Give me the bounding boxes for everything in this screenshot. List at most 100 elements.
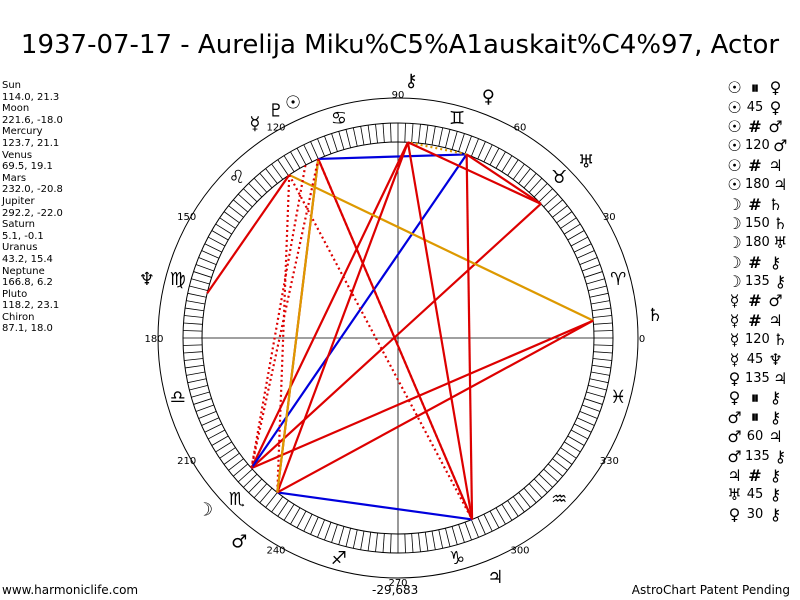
aspect-line (250, 158, 320, 469)
aspect-planet-a: ♂ (727, 427, 742, 447)
aspect-planet-a: ☿ (729, 330, 740, 350)
degree-tick (543, 193, 559, 208)
degree-tick (552, 458, 568, 471)
degree-tick (573, 243, 592, 253)
planet-uranus-icon: ♅ (578, 151, 594, 172)
zodiac-sign-icon: ♉ (551, 167, 567, 188)
aspect-type: # (748, 252, 762, 272)
aspect-row: ☉ # ♂ (726, 117, 798, 136)
degree-tick (477, 141, 486, 160)
degree-tick (233, 463, 249, 477)
planet-coords-jupiter: 292.2, -22.0 (2, 207, 63, 219)
aspect-line (206, 174, 291, 294)
aspect-planet-b: ⚷ (774, 272, 787, 292)
degree-tick (382, 533, 385, 553)
degree-tick (483, 513, 493, 532)
degree-tick (464, 522, 472, 541)
chart-title: 1937-07-17 - Aurelija Miku%C5%A1auskait%… (20, 30, 780, 60)
degree-tick (193, 271, 212, 278)
planet-mars-icon: ♂ (231, 531, 247, 552)
aspect-line (250, 165, 307, 469)
aspect-line (250, 203, 542, 469)
aspect-planet-b: ♅ (773, 233, 788, 253)
degree-tick (590, 371, 610, 376)
planet-name-uranus: Uranus (2, 242, 38, 254)
aspect-type: # (748, 466, 762, 485)
aspect-planet-a: ♂ (727, 446, 742, 466)
aspect-line (407, 141, 542, 205)
aspect-planet-b: ⚷ (774, 446, 787, 466)
planet-coords-chiron: 87.1, 18.0 (2, 323, 53, 335)
aspect-row: ☿ 120 ♄ (726, 330, 798, 349)
aspect-planet-a: ☉ (727, 116, 742, 136)
aspect-row: ☽ 150 ♄ (726, 214, 798, 233)
degree-tick (404, 533, 406, 553)
aspect-row: ☉ # ♃ (726, 156, 798, 175)
zodiac-sign-icon: ♋ (331, 108, 347, 129)
degree-tick (290, 507, 301, 525)
aspect-line (250, 319, 594, 470)
aspect-row: ☽ # ♄ (726, 194, 798, 214)
degree-tick (382, 123, 385, 143)
degree-tick (556, 452, 573, 465)
degree-tick (265, 492, 278, 508)
aspect-row: ♂ ⏸ ⚷ (726, 407, 798, 427)
aspect-planet-b: ♃ (773, 175, 788, 195)
aspect-row: ♅ 45 ⚷ (726, 485, 798, 504)
degree-tick (451, 131, 458, 150)
aspect-row: ☉ 180 ♃ (726, 175, 798, 194)
degree-tick (195, 404, 214, 412)
aspect-row: ♂ 60 ♃ (726, 427, 798, 446)
zodiac-sign-icon: ♒ (551, 489, 567, 510)
degree-tick (185, 307, 204, 312)
degree-label: 30 (603, 212, 616, 223)
degree-tick (184, 315, 204, 318)
aspect-planet-a: ♀ (728, 369, 741, 389)
zodiac-sign-icon: ♎ (170, 387, 186, 408)
aspect-planet-a: ♂ (727, 407, 742, 427)
degree-tick (431, 530, 436, 550)
degree-tick (248, 478, 263, 493)
degree-tick (438, 529, 444, 549)
degree-tick (501, 504, 513, 521)
aspect-line (250, 141, 409, 469)
planet-coords-saturn: 5.1, -0.1 (2, 230, 44, 242)
aspect-line (318, 153, 467, 161)
planet-sun-icon: ☉ (285, 92, 301, 113)
degree-tick (211, 435, 229, 446)
aspect-planet-a: ☽ (727, 233, 742, 253)
degree-label: 180 (144, 334, 163, 345)
zodiac-sign-icon: ♑ (449, 548, 465, 569)
degree-tick (243, 188, 258, 203)
degree-tick (360, 530, 365, 550)
degree-tick (564, 441, 581, 453)
degree-tick (477, 516, 486, 535)
degree-tick (538, 188, 553, 203)
degree-tick (424, 125, 429, 144)
degree-tick (223, 452, 240, 465)
degree-tick (584, 398, 603, 405)
zodiac-sign-icon: ♐ (331, 548, 347, 569)
degree-tick (543, 468, 559, 483)
degree-tick (528, 177, 543, 193)
degree-tick (564, 223, 581, 235)
degree-tick (458, 133, 465, 152)
aspect-planet-b: ♃ (768, 155, 783, 175)
degree-tick (593, 351, 613, 354)
planet-pluto-icon: ♇ (268, 101, 284, 122)
degree-tick (248, 183, 263, 198)
degree-tick (501, 155, 513, 172)
degree-tick (198, 411, 217, 419)
degree-tick (303, 144, 313, 163)
planet-name-pluto: Pluto (2, 288, 28, 300)
degree-tick (593, 330, 613, 332)
degree-tick (191, 391, 210, 398)
degree-tick (219, 447, 236, 459)
footer-website[interactable]: www.harmoniclife.com (2, 583, 139, 597)
aspect-line (317, 158, 474, 520)
degree-tick (187, 292, 207, 298)
degree-tick (584, 271, 603, 278)
aspect-planet-b: ♀ (769, 78, 782, 98)
aspect-row: ♀ ⏸ ⚷ (726, 388, 798, 407)
degree-tick (552, 205, 568, 218)
